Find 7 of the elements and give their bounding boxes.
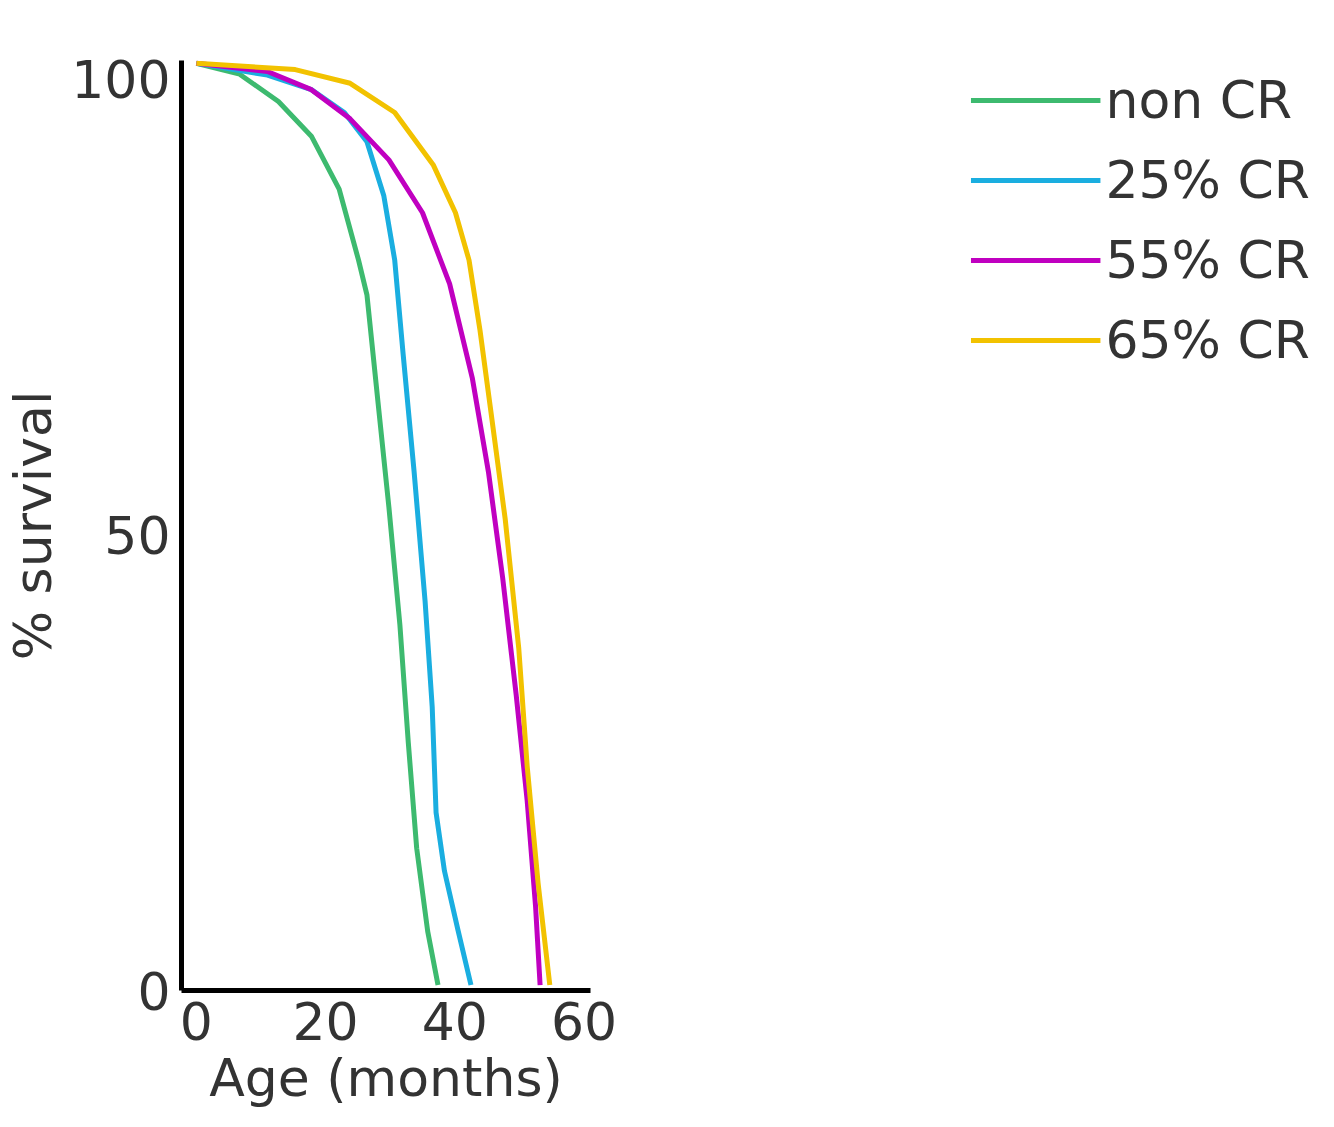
y-tick-label: 50 [104,505,171,566]
legend-label: non CR [1105,70,1293,130]
legend-label: 65% CR [1105,310,1310,370]
legend-label: 55% CR [1105,230,1310,290]
legend-label: 25% CR [1105,150,1310,210]
y-axis-title: % survival [3,390,64,661]
y-tick-label: 100 [71,49,171,110]
